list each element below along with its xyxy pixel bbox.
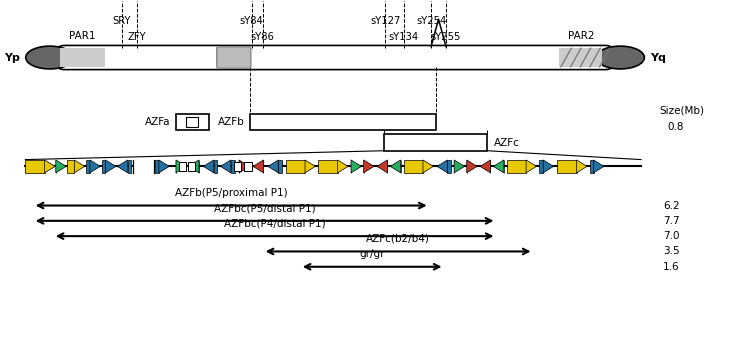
Text: 7.0: 7.0 [663, 231, 680, 241]
Bar [560, 48, 602, 67]
Polygon shape [74, 160, 85, 173]
Text: Yq: Yq [650, 52, 666, 62]
FancyBboxPatch shape [58, 46, 611, 70]
Text: gr/gr: gr/gr [359, 249, 385, 259]
Bar [133, 158, 154, 174]
Text: 6.2: 6.2 [663, 201, 680, 211]
Text: sY255: sY255 [430, 32, 461, 42]
Text: 0.8: 0.8 [667, 122, 683, 132]
Bar [102, 160, 106, 173]
Polygon shape [593, 160, 604, 173]
Polygon shape [106, 160, 116, 173]
Bar [60, 48, 105, 67]
Polygon shape [480, 160, 490, 173]
Text: AZFc: AZFc [494, 138, 519, 147]
Bar [557, 160, 577, 173]
Text: AZFbc(P4/distal P1): AZFbc(P4/distal P1) [224, 218, 326, 229]
Polygon shape [305, 160, 316, 173]
Bar [286, 160, 305, 173]
Bar [244, 162, 251, 171]
Bar [128, 160, 131, 173]
Polygon shape [268, 160, 278, 173]
Text: PAR2: PAR2 [568, 31, 594, 42]
Bar [155, 160, 159, 173]
Text: AZFb(P5/proximal P1): AZFb(P5/proximal P1) [175, 188, 287, 198]
Bar [250, 114, 436, 130]
Bar [176, 114, 209, 130]
FancyBboxPatch shape [217, 47, 250, 68]
Polygon shape [364, 160, 374, 173]
Polygon shape [117, 160, 128, 173]
Polygon shape [253, 160, 263, 173]
Text: sY254: sY254 [416, 16, 446, 26]
Polygon shape [45, 160, 55, 173]
Polygon shape [390, 160, 400, 173]
Bar [234, 162, 242, 171]
Ellipse shape [26, 46, 74, 69]
Bar [539, 160, 543, 173]
Text: sY84: sY84 [240, 16, 263, 26]
Text: 7.7: 7.7 [663, 216, 680, 226]
Text: SRY: SRY [112, 16, 131, 26]
Bar [231, 160, 235, 173]
Bar [318, 160, 338, 173]
Polygon shape [159, 160, 170, 173]
Bar [67, 160, 74, 173]
Bar [448, 160, 452, 173]
Bar [26, 160, 45, 173]
Bar [278, 160, 282, 173]
Polygon shape [220, 160, 231, 173]
Polygon shape [203, 160, 214, 173]
Polygon shape [351, 160, 361, 173]
Polygon shape [423, 160, 433, 173]
Text: AZFa: AZFa [145, 117, 170, 127]
Bar [186, 117, 198, 127]
Polygon shape [188, 160, 199, 173]
Polygon shape [577, 160, 587, 173]
Polygon shape [176, 160, 186, 173]
Text: AZFb: AZFb [217, 117, 244, 127]
Text: ZFY: ZFY [128, 32, 146, 42]
Bar [404, 160, 423, 173]
Polygon shape [338, 160, 348, 173]
Polygon shape [543, 160, 554, 173]
Ellipse shape [596, 46, 644, 69]
Bar [179, 162, 186, 171]
Text: Yp: Yp [4, 52, 20, 62]
Bar [590, 160, 593, 173]
Bar [214, 160, 217, 173]
Text: PAR1: PAR1 [69, 31, 96, 42]
Polygon shape [494, 160, 504, 173]
Bar [384, 134, 488, 151]
Bar [86, 160, 90, 173]
Polygon shape [466, 160, 477, 173]
Polygon shape [90, 160, 101, 173]
Text: 1.6: 1.6 [663, 262, 680, 272]
Polygon shape [437, 160, 448, 173]
Polygon shape [239, 160, 249, 173]
Text: sY134: sY134 [388, 32, 418, 42]
Polygon shape [377, 160, 387, 173]
Text: sY86: sY86 [251, 32, 274, 42]
Polygon shape [454, 160, 464, 173]
Text: Size(Mb): Size(Mb) [659, 105, 704, 115]
Bar [507, 160, 526, 173]
Polygon shape [526, 160, 536, 173]
Polygon shape [56, 160, 66, 173]
Text: AZFc(b2/b4): AZFc(b2/b4) [366, 234, 430, 244]
Text: 3.5: 3.5 [663, 247, 680, 257]
Text: sY127: sY127 [370, 16, 400, 26]
Bar [188, 162, 195, 171]
Text: AZFbc(P5/distal P1): AZFbc(P5/distal P1) [214, 203, 316, 213]
